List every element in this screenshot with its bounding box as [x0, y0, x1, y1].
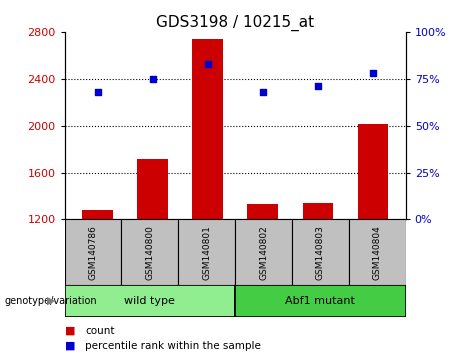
Point [94, 89, 101, 95]
Bar [137, 159, 168, 219]
Bar [65, 219, 121, 285]
Text: ▶: ▶ [47, 296, 55, 306]
Bar [65, 285, 235, 317]
Point [259, 89, 266, 95]
Text: count: count [85, 326, 115, 336]
Text: GSM140804: GSM140804 [373, 225, 382, 280]
Text: GSM140803: GSM140803 [316, 225, 325, 280]
Bar [193, 39, 223, 219]
Bar [83, 210, 112, 219]
Bar [302, 203, 333, 219]
Point [369, 70, 376, 76]
Bar [248, 204, 278, 219]
Text: ■: ■ [65, 341, 75, 351]
Text: GSM140800: GSM140800 [145, 225, 154, 280]
Point [314, 84, 321, 89]
Bar [358, 125, 388, 219]
Text: GSM140801: GSM140801 [202, 225, 211, 280]
Bar [178, 219, 235, 285]
Point [149, 76, 156, 81]
Text: GSM140802: GSM140802 [259, 225, 268, 280]
Text: ■: ■ [65, 326, 75, 336]
Point [204, 61, 211, 67]
Text: percentile rank within the sample: percentile rank within the sample [85, 341, 261, 351]
Text: wild type: wild type [124, 296, 175, 306]
Bar [292, 219, 349, 285]
Bar [235, 285, 406, 317]
Bar [349, 219, 406, 285]
Text: genotype/variation: genotype/variation [5, 296, 97, 306]
Title: GDS3198 / 10215_at: GDS3198 / 10215_at [156, 14, 314, 30]
Bar [235, 219, 292, 285]
Text: Abf1 mutant: Abf1 mutant [285, 296, 355, 306]
Bar [121, 219, 178, 285]
Text: GSM140786: GSM140786 [89, 225, 97, 280]
